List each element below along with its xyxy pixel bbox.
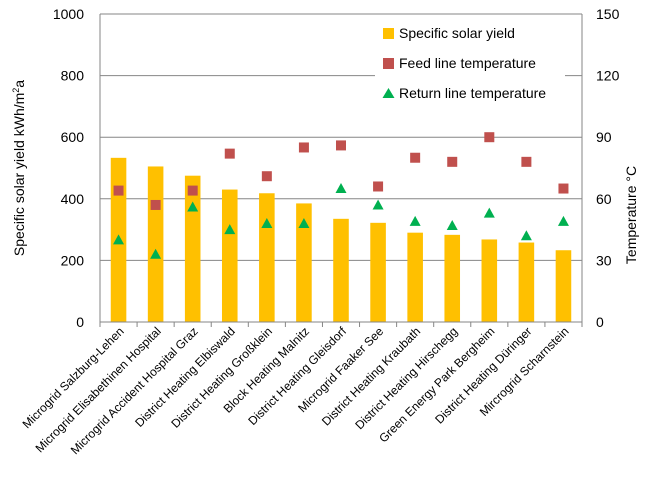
return-temp-marker-district-heating-elbiswald	[224, 224, 236, 235]
left-y-tick-label: 800	[61, 68, 85, 84]
return-temp-marker-district-heating-duringer	[520, 230, 532, 241]
bar-district-heating-grossklein	[259, 193, 275, 322]
feed-temp-marker-block-heating-malnitz	[298, 142, 309, 153]
bar-district-heating-duringer	[518, 242, 535, 322]
markers	[113, 132, 569, 259]
right-y-axis-label: Temperature °C	[623, 166, 639, 264]
legend-swatch-return-line	[382, 88, 395, 98]
bar-block-heating-malnitz	[296, 203, 312, 322]
legend-background	[375, 22, 565, 117]
bar-district-heating-hirschegg	[444, 234, 461, 322]
return-temp-marker-district-heating-hirschegg	[446, 219, 458, 230]
feed-temp-marker-district-heating-kraubath	[410, 152, 421, 163]
left-y-tick-label: 1000	[53, 6, 84, 22]
return-temp-marker-district-heating-gleisdorf	[335, 183, 347, 194]
right-y-tick-label: 150	[596, 6, 620, 22]
feed-temp-marker-district-heating-hirschegg	[447, 156, 458, 167]
legend-swatch-feed-line	[383, 58, 394, 69]
return-temp-marker-district-heating-kraubath	[409, 215, 421, 226]
right-y-tick-label: 120	[596, 68, 620, 84]
return-temp-marker-microgrid-elisabethinen-hospital	[150, 248, 162, 259]
legend: Specific solar yield Feed line temperatu…	[375, 22, 565, 117]
feed-temp-marker-microgrid-salzburg-lehen	[113, 185, 124, 196]
feed-temp-marker-microgrid-elisabethinen-hospital	[150, 199, 161, 210]
return-temp-marker-district-heating-grossklein	[261, 217, 273, 228]
legend-label-return-line: Return line temperature	[399, 85, 546, 101]
bar-microgrid-accident-hospital-graz	[184, 175, 201, 322]
feed-temp-marker-microgrid-accident-hospital-graz	[187, 185, 198, 196]
feed-temp-marker-microgrid-faaker-see	[373, 181, 384, 192]
left-y-tick-label: 0	[76, 314, 84, 330]
legend-label-feed-line: Feed line temperature	[399, 55, 536, 71]
legend-swatch-solar-yield	[383, 28, 394, 39]
bar-green-energy-park-bergheim	[481, 239, 498, 322]
bar-district-heating-gleisdorf	[333, 218, 349, 322]
feed-temp-marker-district-heating-elbiswald	[224, 148, 235, 159]
left-y-tick-label: 400	[61, 191, 85, 207]
bar-mircrogrid-scharnstein	[555, 250, 572, 322]
return-temp-marker-mircrogrid-scharnstein	[557, 215, 569, 226]
feed-temp-marker-district-heating-gleisdorf	[336, 140, 346, 151]
right-y-tick-label: 60	[596, 191, 612, 207]
return-temp-marker-block-heating-malnitz	[298, 217, 310, 228]
bar-district-heating-elbiswald	[221, 189, 238, 322]
legend-label-solar-yield: Specific solar yield	[399, 25, 515, 41]
feed-temp-marker-district-heating-duringer	[521, 156, 532, 167]
feed-temp-marker-district-heating-grossklein	[261, 171, 272, 182]
return-temp-marker-green-energy-park-bergheim	[483, 207, 495, 218]
right-y-tick-labels: 0 30 60 90 120 150	[596, 6, 620, 330]
left-y-tick-label: 200	[61, 252, 85, 268]
right-y-tick-label: 30	[596, 252, 612, 268]
bars	[110, 157, 572, 322]
return-temp-marker-microgrid-salzburg-lehen	[113, 234, 125, 245]
bar-microgrid-elisabethinen-hospital	[147, 166, 164, 322]
right-y-tick-label: 0	[596, 314, 604, 330]
return-temp-marker-microgrid-accident-hospital-graz	[187, 201, 199, 212]
right-y-tick-label: 90	[596, 129, 612, 145]
return-temp-marker-microgrid-faaker-see	[372, 199, 384, 210]
feed-temp-marker-green-energy-park-bergheim	[484, 132, 495, 143]
bar-microgrid-faaker-see	[370, 222, 386, 322]
bar-district-heating-kraubath	[407, 232, 423, 322]
left-y-axis-label: Specific solar yield kWh/m2a	[11, 80, 27, 256]
axes	[99, 14, 583, 327]
left-y-tick-labels: 0 200 400 600 800 1000	[53, 6, 84, 330]
feed-temp-marker-mircrogrid-scharnstein	[558, 183, 569, 194]
left-y-tick-label: 600	[61, 129, 85, 145]
